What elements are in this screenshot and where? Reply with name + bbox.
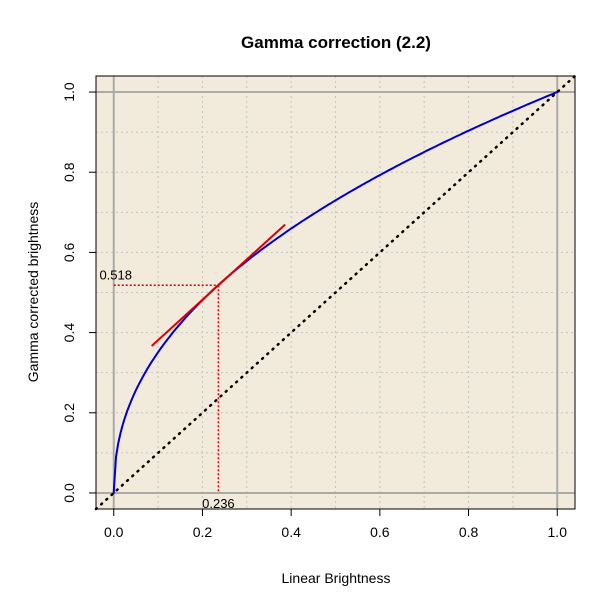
x-tick-label: 1.0 <box>548 524 568 540</box>
reference-lines <box>113 284 220 493</box>
y-axis-label: Gamma corrected brightness <box>25 202 41 383</box>
gamma-curve <box>112 91 559 494</box>
annotations: 0.518 0.236 <box>99 267 234 511</box>
y-axis: 0.0 0.2 0.4 0.6 0.8 1.0 <box>61 82 96 503</box>
annotation-y-value: 0.518 <box>99 267 132 282</box>
identity-line <box>94 74 577 511</box>
y-tick-label: 0.2 <box>61 403 77 423</box>
y-tick-label: 0.0 <box>61 483 77 503</box>
x-tick-label: 0.0 <box>104 524 124 540</box>
plot-frame <box>95 75 576 510</box>
x-axis-label: Linear Brightness <box>282 570 391 586</box>
y-tick-label: 0.6 <box>61 242 77 262</box>
y-tick-label: 0.8 <box>61 162 77 182</box>
y-tick-label: 1.0 <box>61 82 77 102</box>
unit-box <box>96 76 575 509</box>
x-tick-label: 0.2 <box>193 524 213 540</box>
y-tick-label: 0.4 <box>61 323 77 343</box>
chart-title: Gamma correction (2.2) <box>241 33 431 52</box>
x-tick-label: 0.6 <box>370 524 390 540</box>
x-tick-label: 0.4 <box>281 524 301 540</box>
x-axis: 0.0 0.2 0.4 0.6 0.8 1.0 <box>104 509 567 540</box>
x-tick-label: 0.8 <box>459 524 479 540</box>
annotation-x-value: 0.236 <box>202 496 235 511</box>
